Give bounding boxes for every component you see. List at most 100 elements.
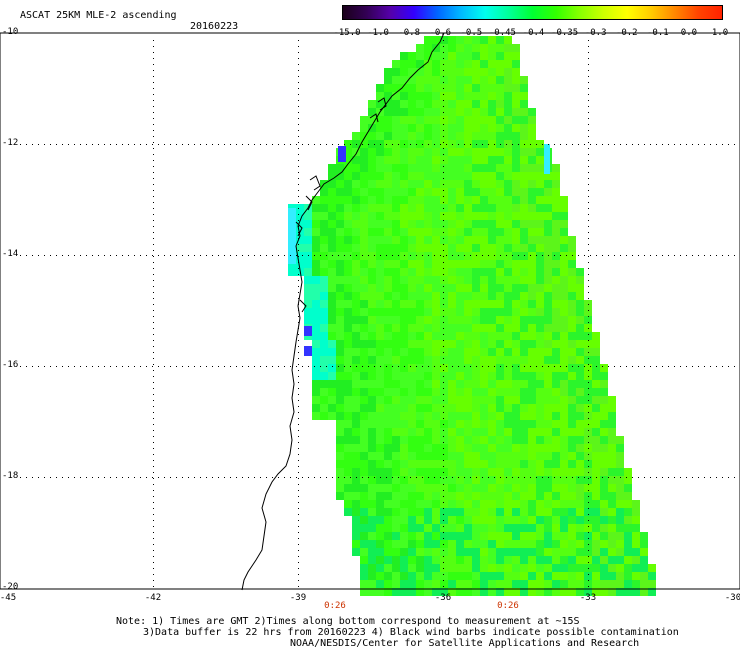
swath-cell [368,436,376,444]
swath-cell [384,564,392,572]
swath-cell [344,172,352,180]
swath-cell [320,404,328,412]
swath-cell [384,260,392,268]
swath-cell [376,420,384,428]
swath-cell [568,468,576,476]
swath-cell [400,316,408,324]
swath-cell [504,276,512,284]
swath-cell [312,284,320,292]
grid-dot [298,442,299,443]
swath-cell [392,292,400,300]
swath-cell [496,132,504,140]
swath-cell [384,156,392,164]
swath-cell [464,116,472,124]
swath-cell [408,180,416,188]
swath-cell [464,388,472,396]
swath-cell [520,364,528,372]
grid-dot [428,144,429,145]
swath-cell [512,100,520,108]
swath-cell [560,452,568,460]
swath-cell [400,572,408,580]
swath-cell [400,220,408,228]
swath-cell [440,284,448,292]
swath-cell [360,460,368,468]
swath-cell [376,436,384,444]
swath-cell [536,572,544,580]
swath-cell [344,500,352,508]
swath-cell [600,380,608,388]
swath-cell [432,148,440,156]
swath-cell [504,212,512,220]
swath-cell [352,532,360,540]
swath-cell [568,284,576,292]
swath-cell [416,148,424,156]
swath-cell [400,524,408,532]
swath-cell [552,532,560,540]
swath-cell [512,316,520,324]
swath-cell [488,508,496,516]
swath-cell [568,404,576,412]
swath-cell [432,300,440,308]
swath-cell [456,484,464,492]
grid-dot [443,472,444,473]
swath-cell [520,500,528,508]
swath-cell [592,340,600,348]
grid-dot [153,538,154,539]
swath-cell [360,204,368,212]
grid-dot [626,477,627,478]
swath-cell [440,548,448,556]
colorbar-tick-label: -0.1 [646,28,669,38]
swath-cell [456,244,464,252]
swath-cell [464,276,472,284]
grid-dot [236,255,237,256]
swath-cell [616,436,624,444]
grid-dot [443,166,444,167]
swath-cell [480,428,488,436]
swath-cell [600,460,608,468]
swath-cell [512,588,520,596]
swath-cell [360,284,368,292]
grid-dot [356,144,357,145]
swath-cell [312,364,320,372]
grid-dot [212,144,213,145]
swath-cell [432,564,440,572]
swath-cell [472,508,480,516]
grid-dot [242,477,243,478]
swath-cell [336,244,344,252]
swath-cell [464,212,472,220]
grid-dot [443,82,444,83]
swath-cell [408,188,416,196]
swath-cell [344,324,352,332]
swath-cell [472,420,480,428]
swath-cell [368,524,376,532]
swath-cell [480,60,488,68]
swath-cell [328,196,336,204]
swath-cell [456,52,464,60]
grid-dot [500,255,501,256]
swath-cell [584,524,592,532]
swath-cell [600,452,608,460]
swath-cell [512,68,520,76]
grid-dot [476,255,477,256]
grid-dot [298,130,299,131]
swath-cell [560,372,568,380]
grid-dot [344,255,345,256]
grid-dot [44,255,45,256]
grid-dot [104,366,105,367]
swath-cell [392,476,400,484]
grid-dot [458,255,459,256]
swath-cell [440,164,448,172]
grid-dot [452,144,453,145]
swath-cell [320,356,328,364]
grid-dot [356,366,357,367]
swath-cell [512,500,520,508]
grid-dot [153,238,154,239]
swath-cell [488,380,496,388]
swath-cell [328,284,336,292]
swath-cell [544,380,552,388]
grid-dot [608,366,609,367]
swath-cell [448,188,456,196]
swath-cell [456,348,464,356]
swath-cell [400,60,408,68]
swath-cell [616,580,624,588]
